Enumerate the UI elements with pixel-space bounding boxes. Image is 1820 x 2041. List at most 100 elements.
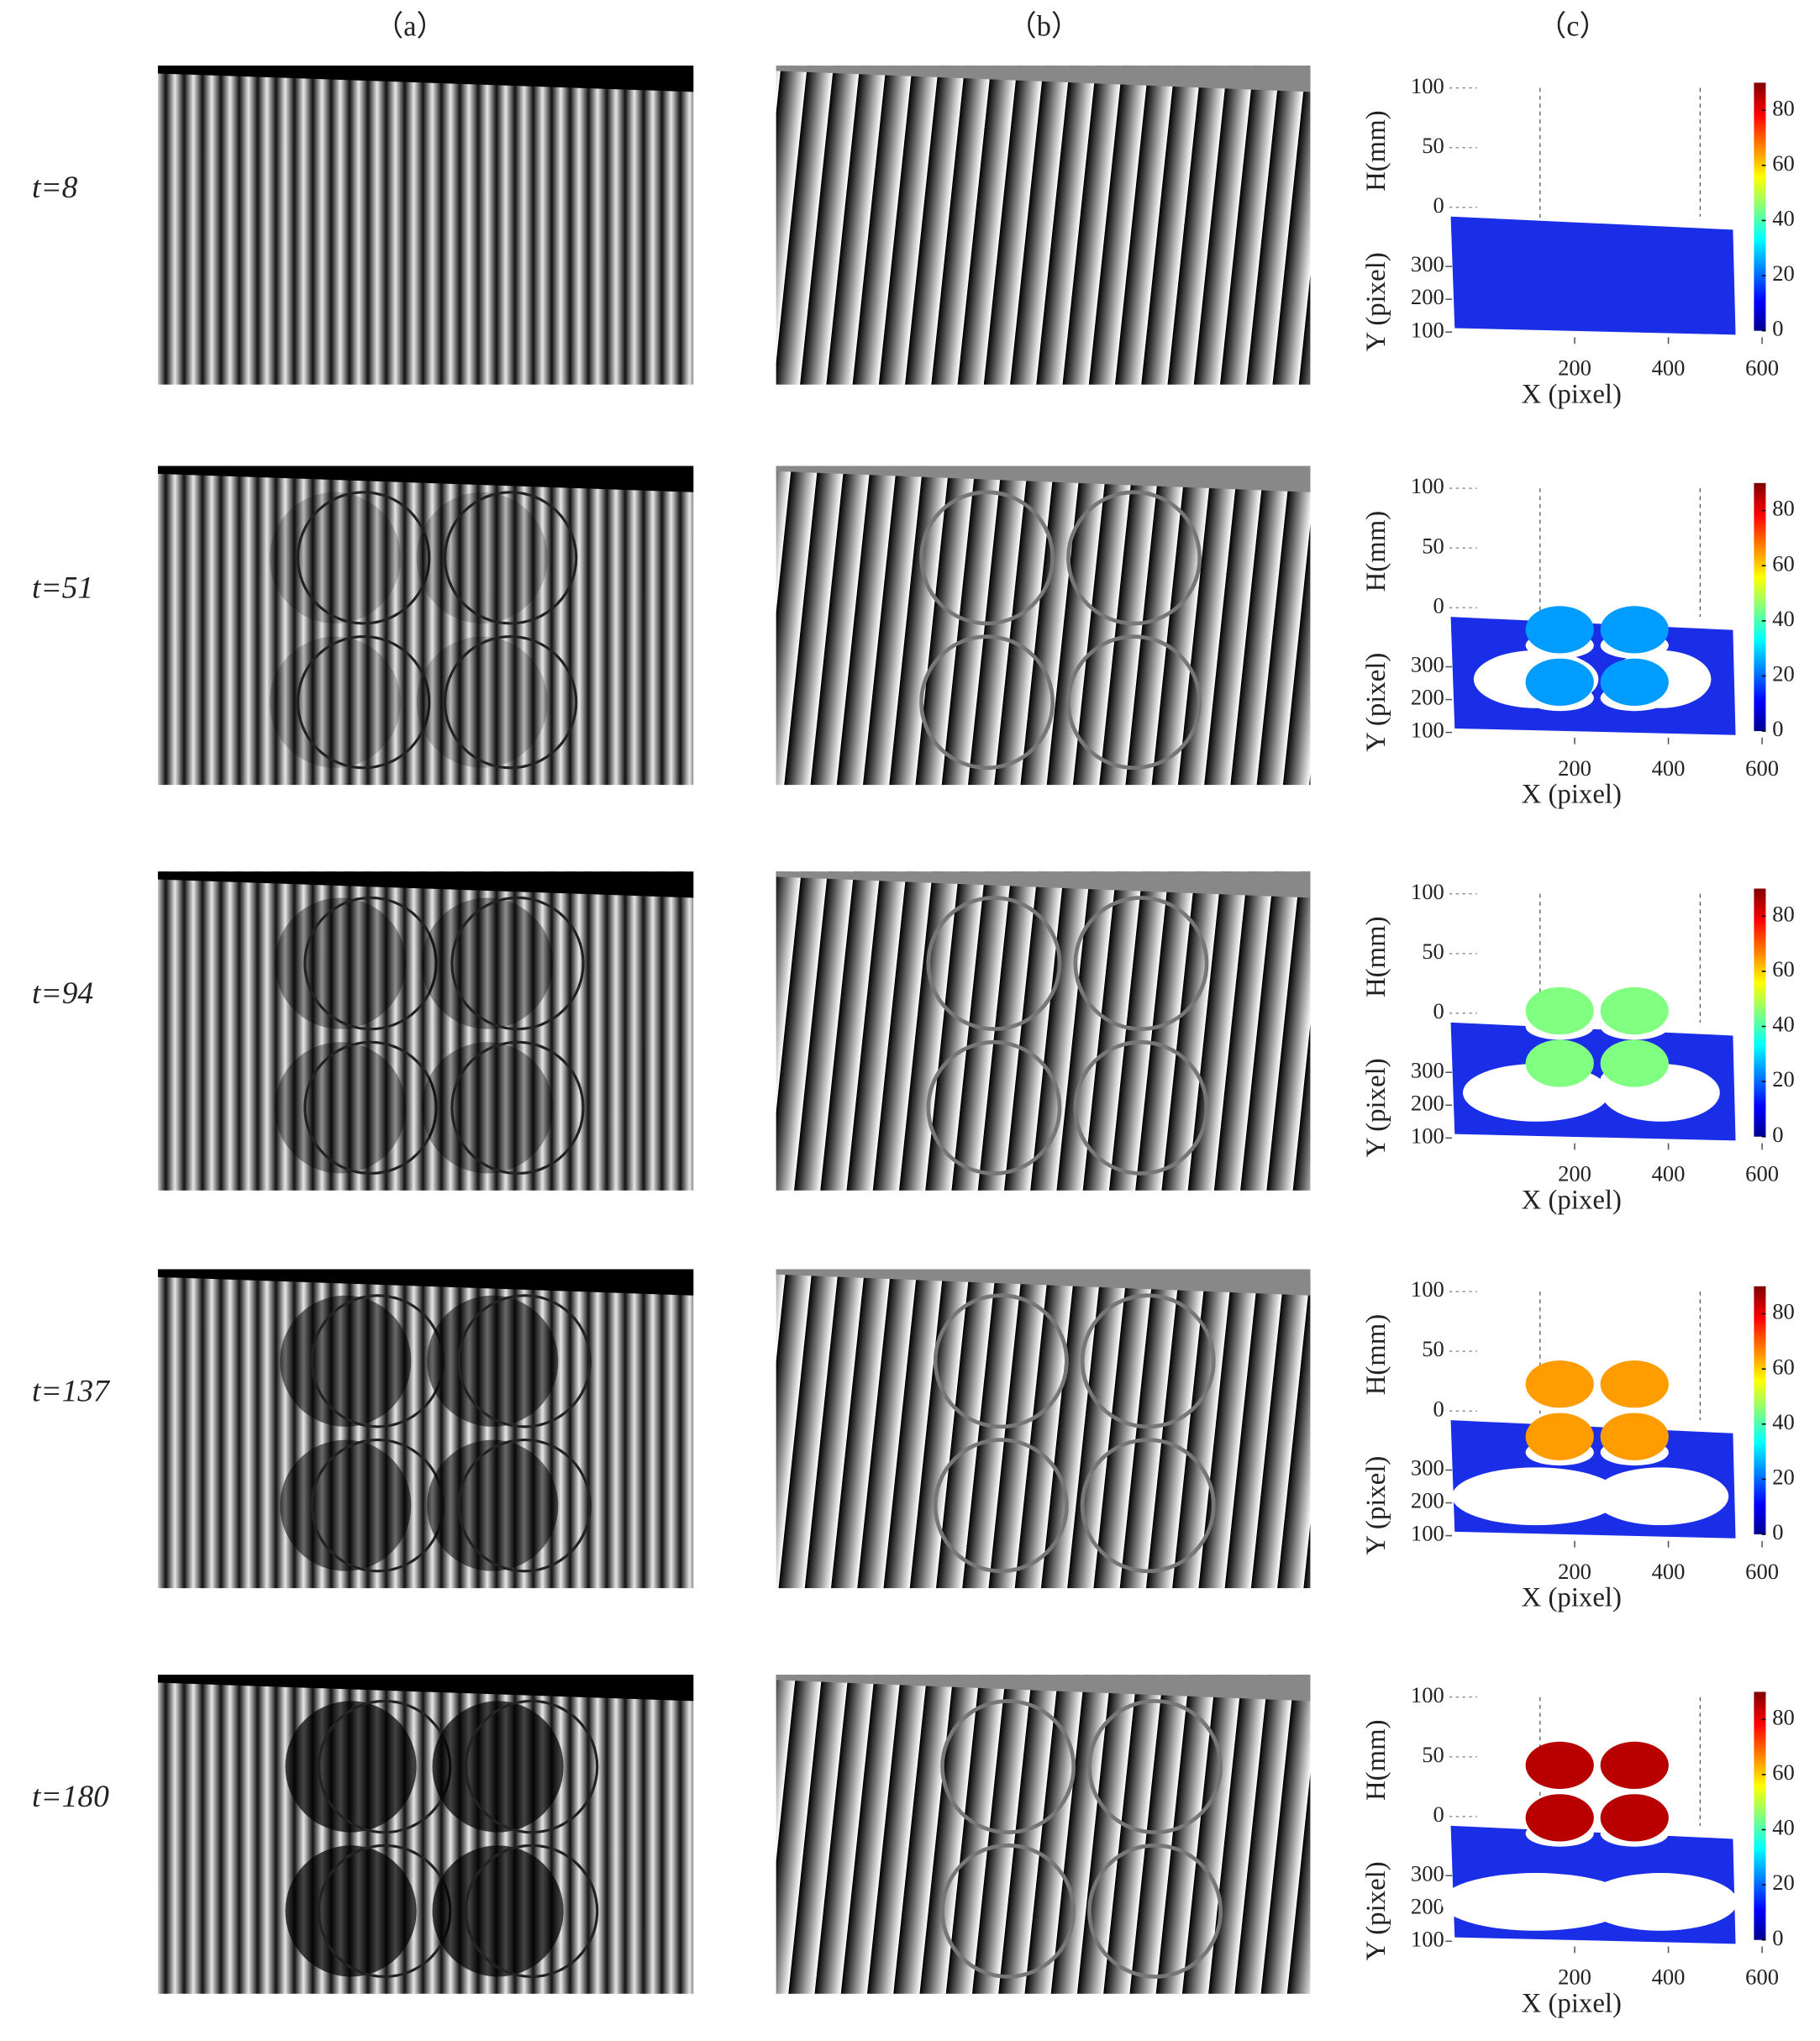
- object-outline: [450, 896, 585, 1031]
- x-tick-label: 600: [1745, 1965, 1779, 1990]
- colorbar-tick-label: 40: [1772, 1815, 1795, 1840]
- y-tick-label: 200: [1411, 1090, 1444, 1115]
- object-outline: [1066, 490, 1202, 626]
- object-outline: [940, 1699, 1076, 1834]
- h-axis-label: H(mm): [1361, 110, 1391, 192]
- h-tick-label: 50: [1422, 133, 1444, 158]
- disc: [1525, 1412, 1594, 1460]
- colorbar-tick-label: 60: [1772, 150, 1795, 176]
- y-tick-label: 200: [1411, 685, 1444, 710]
- object-outline: [1080, 1293, 1216, 1429]
- y-tick-label: 300: [1411, 251, 1444, 276]
- fringe-image: [157, 1269, 694, 1589]
- y-tick-label: 200: [1411, 1488, 1444, 1513]
- image-border: [776, 66, 1311, 92]
- h-tick-label: 0: [1433, 592, 1444, 618]
- colorbar: [1754, 482, 1766, 732]
- fringe-image: [157, 871, 694, 1191]
- y-tick-label: 200: [1411, 284, 1444, 309]
- image-border: [776, 871, 1311, 898]
- disc: [1525, 1360, 1594, 1408]
- y-tick-label: 300: [1411, 1860, 1444, 1886]
- object-outline: [450, 1040, 585, 1176]
- object-outline: [919, 634, 1055, 771]
- disc: [1525, 658, 1594, 706]
- colorbar-tick-label: 60: [1772, 1354, 1795, 1379]
- colorbar-tick-label: 80: [1772, 1704, 1795, 1729]
- row-label: t=94: [32, 976, 93, 1011]
- x-tick-label: 400: [1652, 355, 1686, 381]
- row-label: t=51: [32, 571, 93, 606]
- h-tick-label: 0: [1433, 1802, 1444, 1827]
- disc: [1600, 986, 1669, 1035]
- object-outline: [1073, 896, 1209, 1031]
- y-tick-label: 200: [1411, 1893, 1444, 1918]
- y-tick-label: 100: [1411, 718, 1444, 743]
- object-shadow: [432, 1701, 564, 1833]
- object-shadow: [285, 1845, 417, 1977]
- object-outline: [933, 1438, 1069, 1574]
- image-border: [776, 466, 1311, 492]
- object-shadow: [269, 492, 401, 623]
- colorbar-tick-label: 80: [1772, 1299, 1795, 1324]
- shadow-hole: [1441, 1873, 1632, 1931]
- image-border: [157, 66, 694, 92]
- disc: [1600, 658, 1669, 706]
- disc: [1600, 1039, 1669, 1087]
- colorbar-tick-label: 20: [1772, 1465, 1795, 1490]
- disc: [1600, 1741, 1669, 1790]
- y-axis-label: Y (pixel): [1361, 252, 1391, 351]
- object-shadow: [427, 1439, 559, 1571]
- x-axis-label: X (pixel): [1522, 379, 1622, 409]
- object-shadow: [416, 636, 548, 768]
- y-tick-label: 300: [1411, 1057, 1444, 1082]
- object-outline: [926, 896, 1062, 1031]
- object-outline: [1087, 1699, 1223, 1834]
- surface-plane: [1450, 216, 1736, 335]
- h-axis-label: H(mm): [1361, 916, 1391, 997]
- x-tick-label: 200: [1558, 1965, 1591, 1990]
- disc: [1600, 606, 1669, 654]
- image-border: [157, 1269, 694, 1296]
- phase-image: [776, 1675, 1311, 1994]
- shadow-hole: [1584, 1873, 1738, 1931]
- h-tick-label: 0: [1433, 192, 1444, 218]
- colorbar-tick-label: 80: [1772, 496, 1795, 521]
- h-tick-label: 50: [1422, 1742, 1444, 1767]
- x-tick-label: 400: [1652, 1161, 1686, 1186]
- phase-image: [776, 66, 1311, 385]
- y-tick-label: 100: [1411, 1521, 1444, 1546]
- x-tick-label: 400: [1652, 1559, 1686, 1584]
- h-tick-label: 100: [1411, 473, 1444, 498]
- object-outline: [1087, 1843, 1223, 1979]
- y-tick-label: 100: [1411, 317, 1444, 342]
- image-border: [776, 1269, 1311, 1296]
- object-outline: [303, 1040, 438, 1176]
- y-tick-label: 300: [1411, 652, 1444, 677]
- colorbar: [1754, 1691, 1766, 1940]
- disc: [1600, 1360, 1669, 1408]
- object-shadow: [274, 897, 407, 1029]
- object-shadow: [274, 1042, 407, 1174]
- object-shadow: [432, 1845, 564, 1977]
- x-axis-label: X (pixel): [1522, 780, 1622, 810]
- disc: [1525, 1741, 1594, 1790]
- colorbar-tick-label: 0: [1772, 1122, 1783, 1147]
- image-border: [157, 466, 694, 492]
- row-label: t=180: [32, 1780, 109, 1814]
- object-shadow: [285, 1701, 417, 1833]
- object-outline: [303, 896, 438, 1031]
- colorbar-tick-label: 0: [1772, 316, 1783, 341]
- phase-image: [776, 466, 1311, 786]
- object-outline: [1073, 1039, 1209, 1176]
- x-tick-label: 400: [1652, 755, 1686, 781]
- column-label: （b）: [1007, 10, 1080, 42]
- colorbar-tick-label: 20: [1772, 1066, 1795, 1092]
- y-axis-label: Y (pixel): [1361, 1058, 1391, 1157]
- object-outline: [940, 1843, 1076, 1979]
- colorbar-tick-label: 20: [1772, 260, 1795, 286]
- disc: [1600, 1794, 1669, 1842]
- h-axis-label: H(mm): [1361, 511, 1391, 592]
- object-shadow: [427, 1295, 559, 1427]
